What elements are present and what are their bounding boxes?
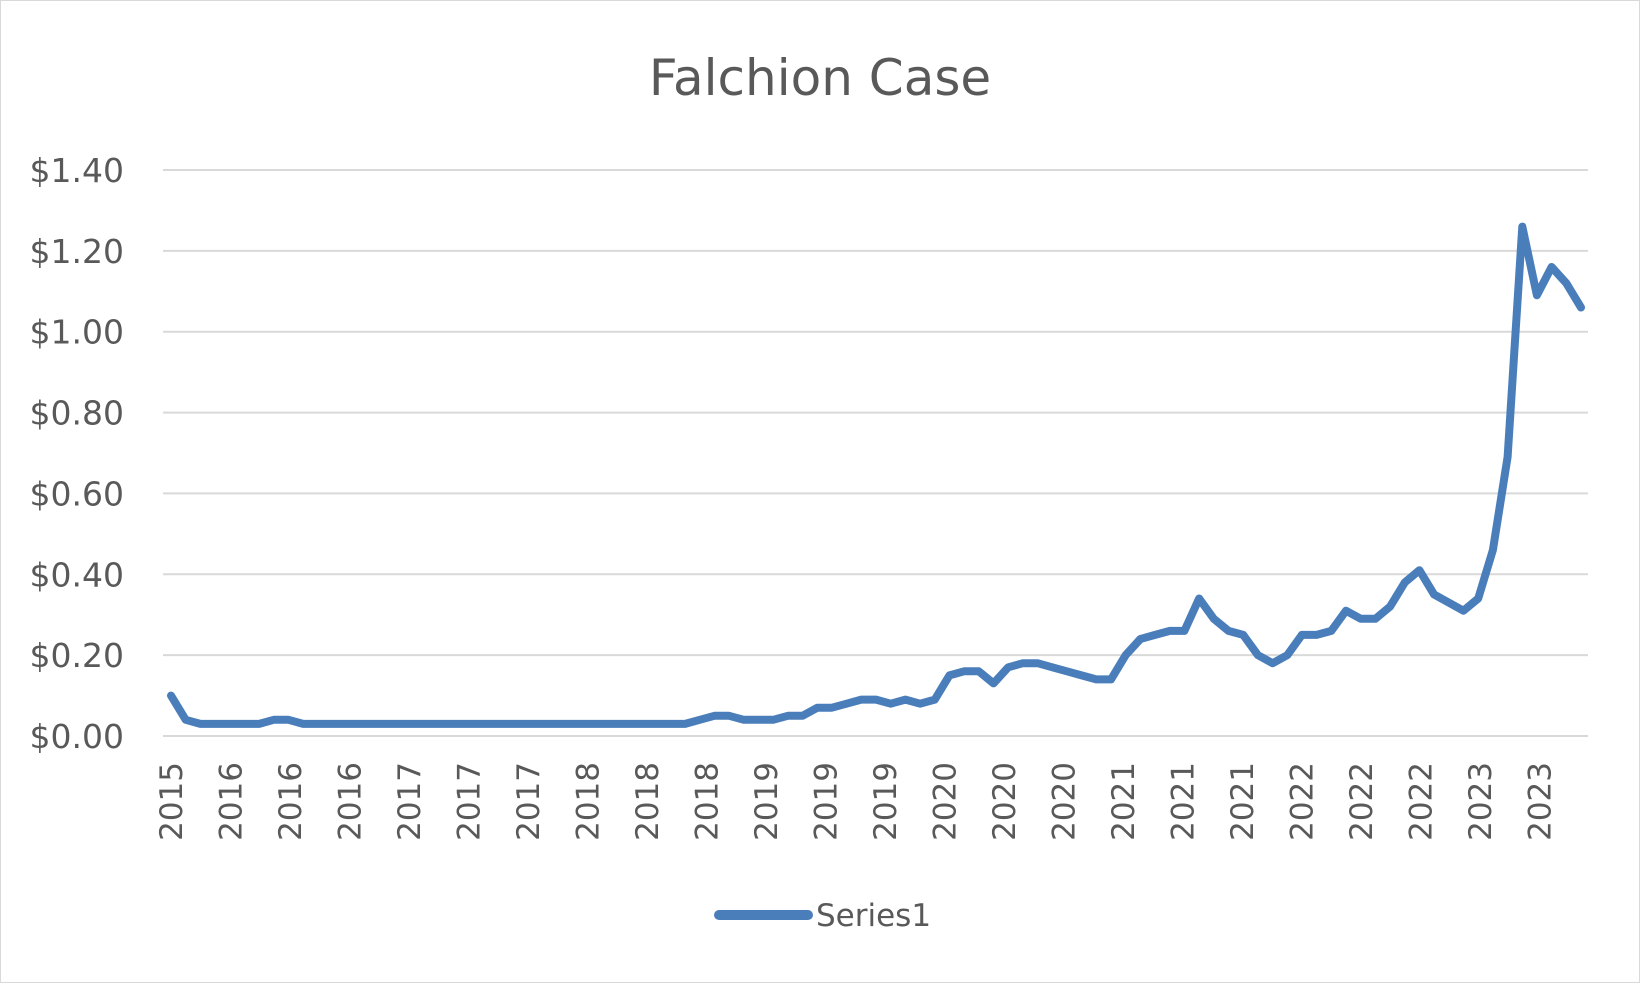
y-axis-ticks: $0.00 $0.20 $0.40 $0.60 $0.80 $1.00 $1.20 $1.40 xyxy=(30,151,124,756)
x-tick-label: 2021 xyxy=(1225,762,1261,841)
x-tick-label: 2017 xyxy=(392,762,428,841)
x-tick-label: 2023 xyxy=(1523,762,1559,841)
x-tick-label: 2018 xyxy=(690,762,726,841)
x-tick-label: 2020 xyxy=(987,762,1023,841)
y-tick-label: $1.00 xyxy=(30,313,124,352)
chart-title: Falchion Case xyxy=(649,49,991,107)
x-tick-label: 2019 xyxy=(868,762,904,841)
x-tick-label: 2020 xyxy=(928,762,964,841)
x-tick-label: 2020 xyxy=(1047,762,1083,841)
x-tick-label: 2016 xyxy=(333,762,369,841)
y-tick-label: $1.40 xyxy=(30,151,124,190)
x-tick-label: 2019 xyxy=(749,762,785,841)
x-tick-label: 2015 xyxy=(154,762,190,841)
x-tick-label: 2016 xyxy=(214,762,250,841)
x-tick-label: 2017 xyxy=(511,762,547,841)
x-tick-label: 2023 xyxy=(1463,762,1499,841)
x-tick-label: 2018 xyxy=(571,762,607,841)
legend-label: Series1 xyxy=(816,898,931,934)
legend: Series1 xyxy=(714,898,931,934)
x-tick-label: 2021 xyxy=(1106,762,1142,841)
x-tick-label: 2017 xyxy=(452,762,488,841)
x-axis-ticks: 2015 2016 2016 2016 2017 2017 2017 2018 2018 2018… xyxy=(154,762,1559,841)
y-tick-label: $1.20 xyxy=(30,232,124,271)
series-layer xyxy=(167,222,1585,728)
y-tick-label: $0.60 xyxy=(30,474,124,513)
x-tick-label: 2018 xyxy=(630,762,666,841)
x-tick-label: 2022 xyxy=(1285,762,1321,841)
y-tick-label: $0.40 xyxy=(30,555,124,594)
y-tick-label: $0.80 xyxy=(30,394,124,433)
gridlines xyxy=(163,169,1588,737)
y-tick-label: $0.20 xyxy=(30,636,124,675)
y-tick-label: $0.00 xyxy=(30,717,124,756)
series-line-series1 xyxy=(167,222,1585,728)
x-tick-label: 2022 xyxy=(1404,762,1440,841)
x-tick-label: 2022 xyxy=(1344,762,1380,841)
x-tick-label: 2016 xyxy=(273,762,309,841)
x-tick-label: 2019 xyxy=(809,762,845,841)
x-tick-label: 2021 xyxy=(1166,762,1202,841)
